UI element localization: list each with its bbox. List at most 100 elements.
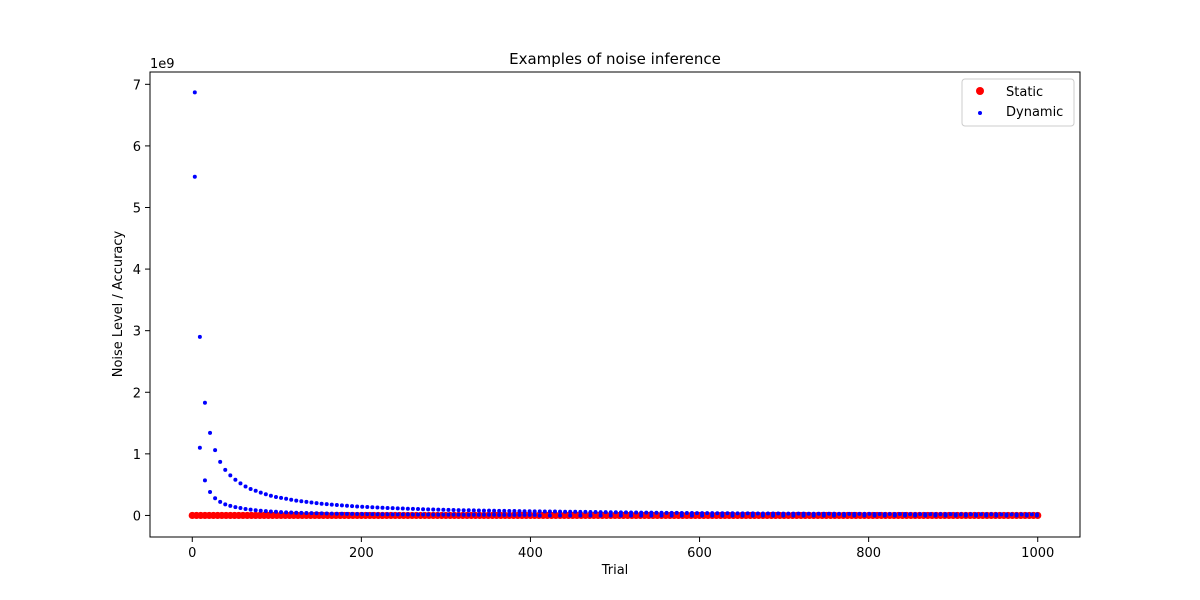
data-point-dynamic [989, 512, 994, 517]
data-point-dynamic [547, 509, 552, 514]
x-tick-label: 200 [349, 546, 374, 561]
legend-marker-dynamic [978, 111, 982, 115]
data-point-dynamic [375, 512, 380, 517]
series-dynamic [192, 90, 1039, 518]
data-point-dynamic [522, 512, 527, 517]
data-point-dynamic [537, 509, 542, 514]
data-point-dynamic [294, 498, 299, 503]
legend-label-dynamic: Dynamic [1006, 105, 1063, 120]
x-tick-label: 1000 [1021, 546, 1054, 561]
data-point-dynamic [618, 513, 623, 518]
data-point-dynamic [208, 490, 213, 495]
data-point-dynamic [243, 506, 248, 511]
data-point-dynamic [426, 512, 431, 517]
data-point-dynamic [471, 508, 476, 513]
data-point-dynamic [492, 508, 497, 513]
data-point-dynamic [816, 511, 821, 516]
data-point-dynamic [228, 473, 233, 478]
data-point-dynamic [502, 508, 507, 513]
data-point-dynamic [253, 508, 258, 513]
data-point-dynamic [233, 477, 238, 482]
data-point-dynamic [339, 503, 344, 508]
data-point-dynamic [416, 507, 421, 512]
data-point-dynamic [705, 511, 710, 516]
data-point-dynamic [1024, 513, 1029, 518]
data-point-dynamic [441, 507, 446, 512]
data-point-dynamic [532, 509, 537, 514]
data-point-dynamic [400, 512, 405, 517]
data-point-dynamic [405, 512, 410, 517]
data-point-dynamic [547, 513, 552, 518]
data-point-dynamic [517, 512, 522, 517]
data-point-dynamic [979, 512, 984, 517]
data-point-dynamic [350, 504, 355, 509]
data-point-dynamic [710, 513, 715, 518]
data-point-dynamic [700, 513, 705, 518]
y-tick-label: 3 [133, 325, 141, 340]
data-point-dynamic [862, 513, 867, 518]
y-tick-label: 4 [133, 263, 141, 278]
y-offset-label: 1e9 [150, 57, 175, 72]
data-point-dynamic [208, 430, 213, 435]
data-point-dynamic [542, 509, 547, 514]
data-point-dynamic [202, 478, 207, 483]
data-point-dynamic [1004, 513, 1009, 518]
data-point-dynamic [314, 511, 319, 516]
data-point-dynamic [974, 513, 979, 518]
data-point-dynamic [279, 495, 284, 500]
data-point-dynamic [299, 510, 304, 515]
data-point-dynamic [497, 508, 502, 513]
y-axis-label: Noise Level / Accuracy [111, 230, 126, 377]
data-point-dynamic [735, 511, 740, 516]
data-point-dynamic [233, 505, 238, 510]
data-point-dynamic [796, 511, 801, 516]
data-point-dynamic [284, 510, 289, 515]
data-point-dynamic [684, 510, 689, 515]
data-point-dynamic [644, 510, 649, 515]
data-point-dynamic [481, 512, 486, 517]
data-point-dynamic [573, 509, 578, 514]
data-point-dynamic [461, 508, 466, 513]
data-point-dynamic [603, 510, 608, 515]
data-point-dynamic [294, 510, 299, 515]
data-point-dynamic [309, 511, 314, 516]
data-point-dynamic [289, 510, 294, 515]
data-point-dynamic [618, 510, 623, 515]
data-point-dynamic [421, 507, 426, 512]
data-point-dynamic [334, 503, 339, 508]
data-point-dynamic [918, 512, 923, 517]
data-point-dynamic [471, 512, 476, 517]
data-point-dynamic [218, 499, 223, 504]
data-point-dynamic [776, 511, 781, 516]
data-point-dynamic [771, 513, 776, 518]
data-point-dynamic [253, 488, 258, 493]
data-point-dynamic [537, 513, 542, 518]
data-point-dynamic [329, 502, 334, 507]
data-point-dynamic [192, 174, 197, 179]
legend-label-static: Static [1006, 85, 1043, 100]
data-point-dynamic [355, 504, 360, 509]
data-point-dynamic [598, 510, 603, 515]
axes-frame [149, 71, 1081, 538]
data-point-dynamic [897, 512, 902, 517]
data-point-dynamic [558, 513, 563, 518]
data-point-dynamic [451, 507, 456, 512]
data-point-dynamic [598, 513, 603, 518]
chart-title: Examples of noise inference [509, 50, 721, 68]
data-point-dynamic [791, 513, 796, 518]
y-tick-label: 1 [133, 448, 141, 463]
data-point-dynamic [385, 512, 390, 517]
data-point-dynamic [431, 507, 436, 512]
data-point-dynamic [416, 512, 421, 517]
data-point-dynamic [720, 513, 725, 518]
data-point-dynamic [279, 510, 284, 515]
data-point-dynamic [517, 509, 522, 514]
data-point-dynamic [923, 513, 928, 518]
data-point-dynamic [324, 502, 329, 507]
data-point-dynamic [811, 513, 816, 518]
data-point-dynamic [689, 513, 694, 518]
data-point-dynamic [380, 512, 385, 517]
data-point-dynamic [385, 505, 390, 510]
data-point-dynamic [223, 467, 228, 472]
